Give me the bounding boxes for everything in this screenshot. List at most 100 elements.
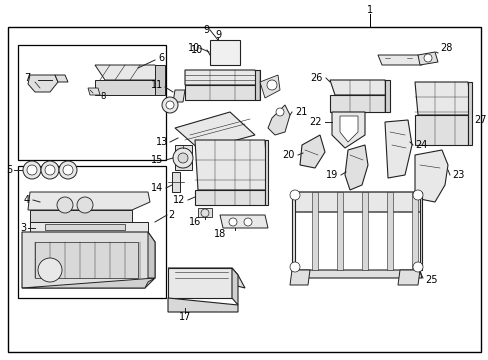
Polygon shape	[267, 105, 289, 135]
Polygon shape	[175, 145, 192, 170]
Polygon shape	[195, 190, 264, 205]
Circle shape	[162, 97, 178, 113]
Polygon shape	[95, 80, 155, 95]
Polygon shape	[311, 192, 317, 270]
Text: 9: 9	[215, 30, 221, 40]
Polygon shape	[168, 268, 231, 298]
Circle shape	[38, 258, 62, 282]
Polygon shape	[467, 82, 471, 145]
Polygon shape	[175, 112, 254, 150]
Text: 10: 10	[190, 45, 203, 55]
Text: 15: 15	[150, 155, 163, 165]
Polygon shape	[414, 150, 447, 202]
Polygon shape	[220, 215, 267, 228]
Text: 9: 9	[203, 25, 209, 35]
Polygon shape	[231, 268, 238, 305]
Polygon shape	[184, 85, 254, 100]
Polygon shape	[184, 70, 260, 85]
Polygon shape	[291, 192, 294, 270]
Polygon shape	[397, 270, 419, 285]
Bar	[45, 224, 125, 230]
Circle shape	[57, 197, 73, 213]
Circle shape	[59, 161, 77, 179]
Polygon shape	[336, 192, 342, 270]
Circle shape	[63, 165, 73, 175]
Polygon shape	[28, 75, 58, 92]
Circle shape	[165, 101, 174, 109]
Polygon shape	[260, 75, 280, 98]
Polygon shape	[384, 120, 411, 178]
Circle shape	[178, 153, 187, 163]
Circle shape	[423, 54, 431, 62]
Bar	[18, 166, 165, 298]
Text: 25: 25	[424, 275, 437, 285]
Polygon shape	[264, 140, 267, 205]
Polygon shape	[172, 172, 180, 192]
Text: 11: 11	[150, 80, 163, 90]
Text: 22: 22	[309, 117, 321, 127]
Text: 12: 12	[172, 195, 184, 205]
Polygon shape	[411, 192, 417, 270]
Polygon shape	[55, 75, 68, 82]
Polygon shape	[254, 70, 260, 100]
Circle shape	[266, 80, 276, 90]
Polygon shape	[155, 65, 164, 95]
Polygon shape	[377, 55, 421, 65]
Bar	[209, 40, 240, 65]
Circle shape	[27, 165, 37, 175]
Polygon shape	[417, 52, 437, 65]
Text: 28: 28	[439, 43, 451, 53]
Polygon shape	[35, 242, 138, 278]
Text: 13: 13	[156, 137, 168, 147]
Text: 5: 5	[6, 165, 12, 175]
Circle shape	[228, 218, 237, 226]
Text: 3: 3	[20, 223, 26, 233]
Circle shape	[275, 108, 284, 116]
Polygon shape	[195, 140, 267, 190]
Polygon shape	[339, 116, 357, 142]
Bar	[18, 45, 165, 160]
Text: 21: 21	[294, 107, 307, 117]
Text: 7: 7	[24, 73, 30, 83]
Text: 14: 14	[150, 183, 163, 193]
Polygon shape	[95, 65, 164, 80]
Text: 27: 27	[473, 115, 486, 125]
Polygon shape	[329, 95, 384, 112]
Polygon shape	[30, 222, 148, 232]
Polygon shape	[88, 88, 100, 95]
Text: 8: 8	[100, 91, 105, 100]
Circle shape	[289, 262, 299, 272]
Polygon shape	[291, 270, 421, 278]
Polygon shape	[384, 80, 389, 112]
Polygon shape	[414, 115, 467, 145]
Circle shape	[244, 218, 251, 226]
Polygon shape	[329, 80, 389, 95]
Polygon shape	[148, 232, 155, 278]
Polygon shape	[28, 192, 150, 210]
Text: 18: 18	[213, 229, 225, 239]
Text: 16: 16	[188, 217, 201, 227]
Circle shape	[173, 148, 193, 168]
Polygon shape	[198, 208, 212, 217]
Circle shape	[201, 209, 208, 217]
Circle shape	[23, 161, 41, 179]
Polygon shape	[419, 192, 421, 270]
Polygon shape	[289, 270, 309, 285]
Circle shape	[41, 161, 59, 179]
Text: 17: 17	[179, 312, 191, 322]
Text: 6: 6	[158, 53, 164, 63]
Polygon shape	[331, 112, 364, 148]
Polygon shape	[345, 145, 367, 190]
Circle shape	[289, 190, 299, 200]
Circle shape	[412, 262, 422, 272]
Text: 23: 23	[451, 170, 464, 180]
Polygon shape	[168, 298, 238, 312]
Polygon shape	[414, 82, 471, 115]
Text: 26: 26	[310, 73, 323, 83]
Text: 2: 2	[168, 210, 174, 220]
Text: 20: 20	[282, 150, 294, 160]
Text: 24: 24	[414, 140, 427, 150]
Circle shape	[77, 197, 93, 213]
Polygon shape	[22, 232, 155, 288]
Polygon shape	[299, 135, 325, 168]
